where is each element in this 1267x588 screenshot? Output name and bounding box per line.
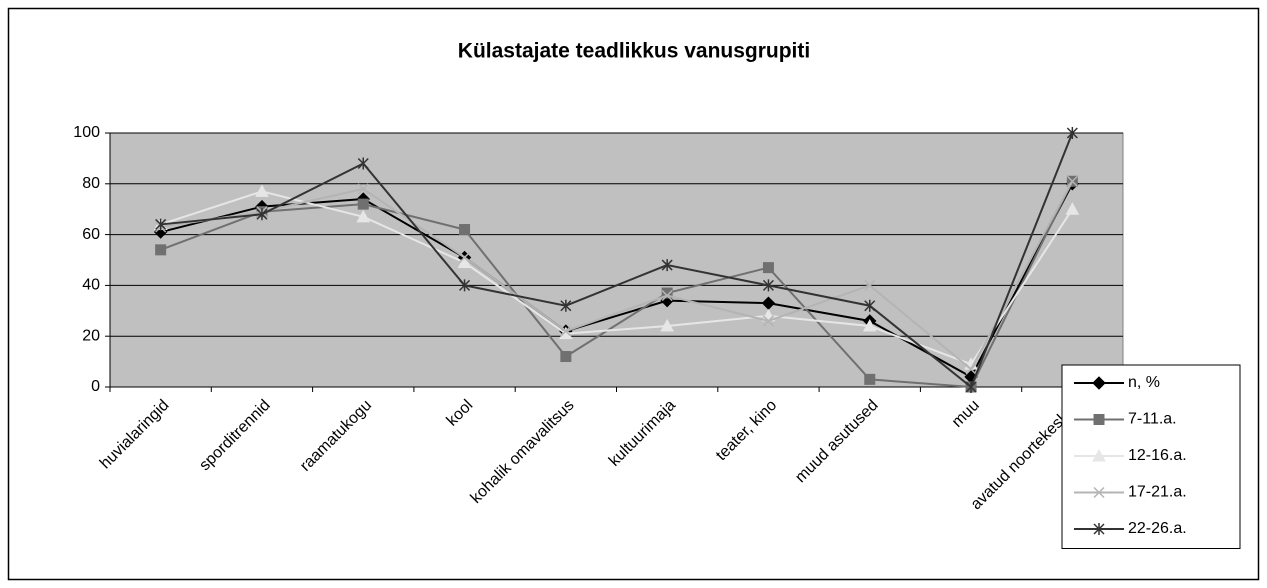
marker xyxy=(965,363,977,375)
marker xyxy=(356,209,371,223)
marker xyxy=(762,315,774,327)
marker xyxy=(459,251,471,263)
marker xyxy=(1093,414,1105,425)
y-tick-label: 60 xyxy=(82,226,100,243)
marker xyxy=(1065,202,1080,215)
marker xyxy=(560,299,572,312)
legend-label: 12-16.a. xyxy=(1128,447,1187,464)
legend-label: n, % xyxy=(1128,374,1160,391)
marker xyxy=(357,198,369,210)
marker xyxy=(459,224,471,236)
marker xyxy=(661,259,673,272)
marker xyxy=(1092,448,1106,462)
legend-label: 17-21.a. xyxy=(1128,484,1187,501)
legend-label: 7-11.a. xyxy=(1128,411,1177,428)
marker xyxy=(1092,376,1106,390)
marker xyxy=(1093,523,1105,535)
series-line xyxy=(160,180,1074,389)
series-line xyxy=(160,180,1074,371)
marker xyxy=(660,318,674,332)
marker xyxy=(1066,127,1078,139)
marker xyxy=(864,279,876,291)
series-line xyxy=(160,132,1074,389)
marker xyxy=(862,318,877,332)
plot-area xyxy=(109,132,1124,388)
marker xyxy=(256,208,268,221)
marker xyxy=(457,255,472,269)
marker xyxy=(762,279,774,292)
chart-title: Külastajate teadlikkus vanusgrupiti xyxy=(458,40,810,63)
marker xyxy=(255,184,269,197)
y-tick-label: 0 xyxy=(91,378,100,395)
y-tick-label: 20 xyxy=(82,327,100,344)
y-tick-label: 100 xyxy=(73,124,100,141)
marker xyxy=(661,290,673,302)
legend-label: 22-26.a. xyxy=(1128,520,1187,537)
marker xyxy=(1066,175,1078,187)
marker xyxy=(155,218,167,231)
marker xyxy=(560,325,572,337)
marker xyxy=(357,183,369,195)
marker xyxy=(762,262,774,274)
marker xyxy=(560,351,572,363)
marker xyxy=(1093,486,1105,499)
marker xyxy=(357,157,369,170)
y-tick-label: 80 xyxy=(82,175,100,192)
marker xyxy=(155,244,167,256)
marker xyxy=(864,373,876,385)
marker xyxy=(661,287,673,299)
marker xyxy=(965,381,977,393)
marker xyxy=(864,299,876,312)
y-tick-label: 40 xyxy=(82,277,100,294)
series-line xyxy=(160,183,1074,379)
marker xyxy=(459,279,471,292)
